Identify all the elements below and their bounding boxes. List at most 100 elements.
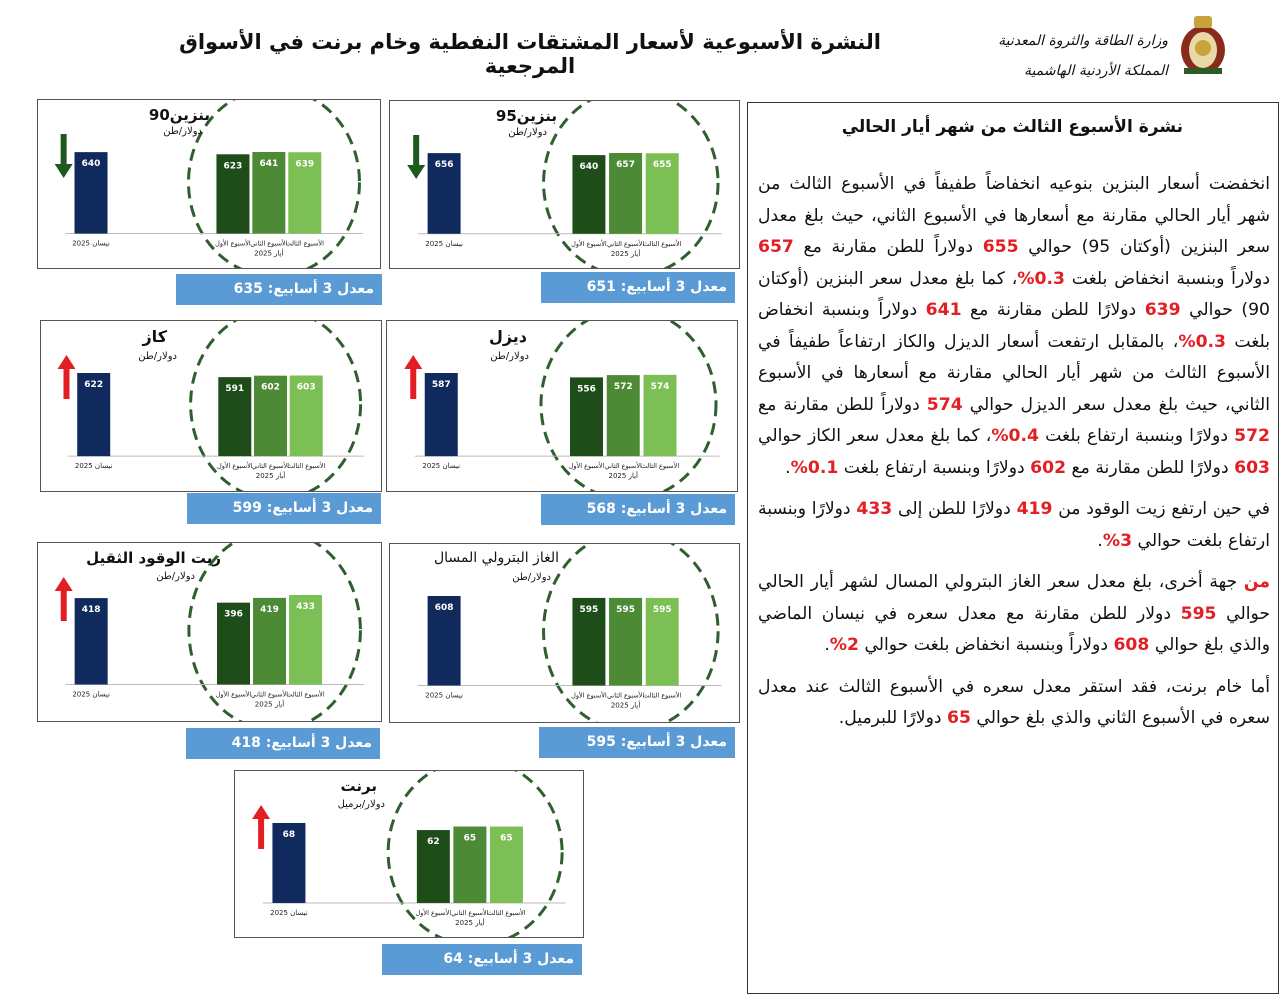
bar-2 — [254, 375, 287, 457]
highlighted-value: 572 — [1234, 426, 1271, 446]
bar-3 — [288, 152, 322, 234]
category-label: نيسان 2025 — [72, 240, 110, 248]
trend-up-arrow-icon — [57, 355, 76, 399]
chart-heavy-fuel-oil: 418 396 419 433 نيسان 2025 الأسبوع الأول الأسب… — [37, 542, 382, 722]
average-box-gasoline-95: معدل 3 أسابيع: 651 — [541, 272, 735, 303]
chart-title: الغاز البترولي المسال — [433, 550, 559, 566]
chart-title: كاز — [142, 327, 167, 346]
highlighted-value: 0.1% — [790, 457, 839, 478]
category-label: الأسبوع الثالث — [643, 691, 682, 700]
chart-lpg: 608 595 595 595 نيسان 2025 الأسبوع الأول الأسب… — [389, 543, 740, 723]
paragraph-text: ، بالمقابل ارتفعت أسعار الديزل والكاز ار… — [758, 331, 1270, 415]
bar-1 — [570, 377, 603, 457]
group-label: أيار 2025 — [256, 471, 286, 480]
group-label: أيار 2025 — [455, 918, 485, 927]
bar-0 — [427, 153, 461, 234]
trend-down-arrow-icon — [407, 135, 426, 179]
page-header: النشرة الأسبوعية لأسعار المشتقات النفطية… — [0, 0, 1280, 90]
bar-2 — [609, 153, 643, 234]
bar-3 — [489, 826, 523, 903]
chart-title: بنزين95 — [495, 107, 557, 125]
category-label: الأسبوع الأول — [571, 691, 607, 700]
paragraph-text: في حين ارتفع زيت الوقود من — [1052, 499, 1271, 519]
category-label: نيسان 2025 — [75, 462, 113, 470]
bar-value-label: 639 — [295, 159, 314, 169]
bar-value-label: 595 — [653, 605, 672, 615]
category-label: الأسبوع الثاني — [252, 461, 289, 470]
paragraph-text: دولاراً وبنسبة انخفاض بلغت — [758, 300, 1270, 352]
chart-unit: دولار/برميل — [337, 799, 385, 810]
paragraph-text: دولارًا وبنسبة ارتفاع بلغت — [1039, 426, 1235, 446]
paragraph-text: دولارًا وبنسبة ارتفاع بلغت حوالي — [758, 499, 1270, 551]
category-label: الأسبوع الثاني — [250, 239, 287, 248]
bar-1 — [572, 155, 606, 234]
bar-value-label: 595 — [616, 605, 635, 615]
bar-2 — [453, 826, 487, 903]
highlighted-value: 0.3% — [1178, 331, 1227, 352]
paragraph-text: أما خام برنت، فقد استقر معدل سعره في الأ… — [758, 676, 1270, 729]
category-label: الأسبوع الثاني — [607, 691, 644, 700]
highlighted-value: 0.4% — [991, 426, 1039, 446]
bar-value-label: 622 — [84, 380, 103, 390]
chart-unit: دولار/طن — [512, 572, 551, 583]
highlighted-value: 595 — [1180, 603, 1217, 624]
page-title: النشرة الأسبوعية لأسعار المشتقات النفطية… — [179, 30, 881, 78]
highlighted-value: 433 — [856, 499, 893, 519]
chart-unit: دولار/طن — [490, 351, 529, 362]
highlighted-value: 657 — [758, 237, 794, 257]
paragraph-text: . — [824, 635, 830, 655]
bar-value-label: 640 — [82, 159, 101, 169]
bar-value-label: 623 — [224, 161, 243, 171]
category-label: نيسان 2025 — [425, 692, 463, 700]
category-label: نيسان 2025 — [422, 462, 460, 470]
paragraph-text: . — [1097, 530, 1103, 551]
bar-0 — [74, 598, 108, 685]
bar-value-label: 602 — [261, 383, 280, 393]
chart-kerosene: 622 591 602 603 نيسان 2025 الأسبوع الأول الأسب… — [40, 320, 382, 492]
bar-value-label: 608 — [435, 603, 454, 613]
category-label: الأسبوع الأول — [215, 239, 251, 248]
average-box-kerosene: معدل 3 أسابيع: 599 — [187, 493, 381, 524]
category-label: الأسبوع الثاني — [605, 461, 642, 470]
ministry-name: وزارة الطاقة والثروة المعدنية المملكة ال… — [988, 26, 1168, 86]
bar-0 — [424, 373, 458, 457]
paragraph-lpg: من جهة أخرى، بلغ معدل سعر الغاز البترولي… — [758, 567, 1270, 662]
chart-gasoline-95: 656 640 657 655 نيسان 2025 الأسبوع الأول الأسب… — [389, 100, 740, 269]
category-label: الأسبوع الأول — [416, 908, 452, 917]
bar-3 — [289, 375, 323, 457]
bar-1 — [217, 602, 251, 685]
chart-svg: 640 623 641 639 نيسان 2025 الأسبوع الأول الأسب… — [54, 100, 363, 268]
paragraph-gasoline-diesel-kerosene: انخفضت أسعار البنزين بنوعيه انخفاضاً طفي… — [758, 169, 1270, 484]
bar-value-label: 62 — [427, 837, 440, 847]
highlight-ellipse — [187, 100, 361, 268]
group-label: أيار 2025 — [611, 701, 641, 710]
chart-title: بنزين90 — [148, 106, 210, 124]
bar-value-label: 574 — [651, 382, 670, 392]
paragraph-text: جهة أخرى، بلغ معدل سعر الغاز البترولي ال… — [758, 572, 1271, 624]
category-label: الأسبوع الأول — [571, 239, 607, 248]
bar-value-label: 641 — [259, 159, 278, 169]
bar-value-label: 640 — [580, 162, 599, 172]
chart-unit: دولار/طن — [138, 351, 177, 362]
category-label: الأسبوع الثالث — [643, 239, 682, 248]
highlighted-value: 65 — [947, 708, 971, 728]
bar-2 — [609, 597, 643, 686]
highlighted-value: 641 — [925, 300, 962, 320]
bar-1 — [572, 597, 606, 686]
bar-value-label: 657 — [616, 160, 635, 170]
article-heading: نشرة الأسبوع الثالث من شهر أيار الحالي — [841, 117, 1183, 137]
bar-value-label: 68 — [283, 830, 296, 840]
highlighted-value: 419 — [1016, 499, 1053, 519]
bar-2 — [252, 152, 286, 234]
bulletin-article: نشرة الأسبوع الثالث من شهر أيار الحالي ا… — [747, 102, 1279, 994]
bar-value-label: 603 — [297, 383, 316, 393]
bar-value-label: 433 — [296, 602, 315, 612]
highlighted-value: 574 — [926, 394, 963, 415]
chart-title: ديزل — [488, 327, 527, 346]
chart-title: زيت الوقود الثقيل — [86, 549, 221, 567]
group-label: أيار 2025 — [255, 700, 285, 709]
paragraph-text: دولارًا وبنسبة ارتفاع بلغت — [838, 457, 1031, 478]
average-box-lpg: معدل 3 أسابيع: 595 — [539, 727, 735, 758]
